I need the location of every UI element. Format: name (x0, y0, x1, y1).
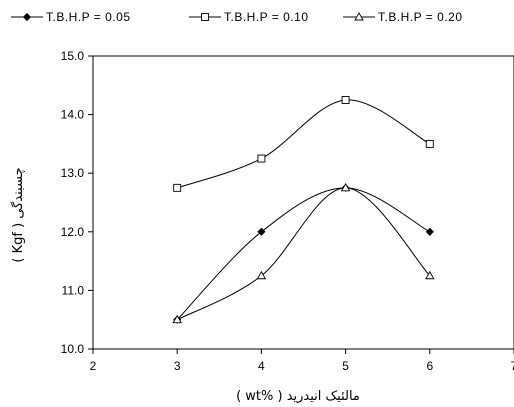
data-point (257, 227, 266, 236)
data-point (425, 270, 435, 280)
data-point (341, 95, 350, 104)
series-group (172, 182, 435, 324)
x-tick-label: 6 (426, 359, 433, 373)
y-tick-label: 11.0 (62, 283, 85, 297)
data-point (257, 154, 266, 163)
data-point (340, 182, 351, 192)
series-layer (172, 95, 435, 324)
data-point (172, 314, 182, 324)
y-tick-label: 13.0 (61, 166, 85, 180)
legend-label: T.B.H.P = 0.10 (224, 10, 309, 24)
data-point (425, 227, 434, 236)
y-tick-label: 10.0 (61, 342, 85, 356)
series-line (176, 187, 431, 321)
axes-layer: 2 3 4 5 6 7 10.0 11.0 12.0 13.0 14.0 15.0 (61, 49, 514, 373)
series-group (173, 95, 434, 192)
legend-marker (354, 12, 364, 21)
legend-marker (201, 13, 209, 21)
series-line (177, 99, 431, 189)
y-tick-label: 12.0 (61, 225, 85, 239)
x-tick-label: 5 (342, 359, 349, 373)
x-tick-label: 2 (90, 359, 97, 373)
y-axis-label: ( Kgf ) چسبندگی (10, 167, 26, 262)
plot-area-frame (92, 55, 514, 350)
x-axis-label: ( wt% ) مالئیک انیدرید (236, 389, 360, 404)
x-tick-label: 3 (174, 359, 181, 373)
legend: T.B.H.P = 0.05 T.B.H.P = 0.10 T.B.H.P = 0.… (11, 10, 463, 24)
data-point (256, 270, 267, 280)
data-point (425, 139, 434, 148)
x-tick-label: 7 (511, 359, 514, 373)
y-tick-label: 14.0 (61, 108, 85, 122)
legend-label: T.B.H.P = 0.05 (46, 10, 131, 24)
y-tick-label: 15.0 (61, 49, 85, 63)
series-group (173, 183, 434, 324)
legend-marker (22, 12, 32, 22)
x-tick-label: 4 (258, 359, 265, 373)
series-line (176, 187, 431, 321)
legend-label: T.B.H.P = 0.20 (378, 10, 463, 24)
data-point (173, 183, 182, 192)
